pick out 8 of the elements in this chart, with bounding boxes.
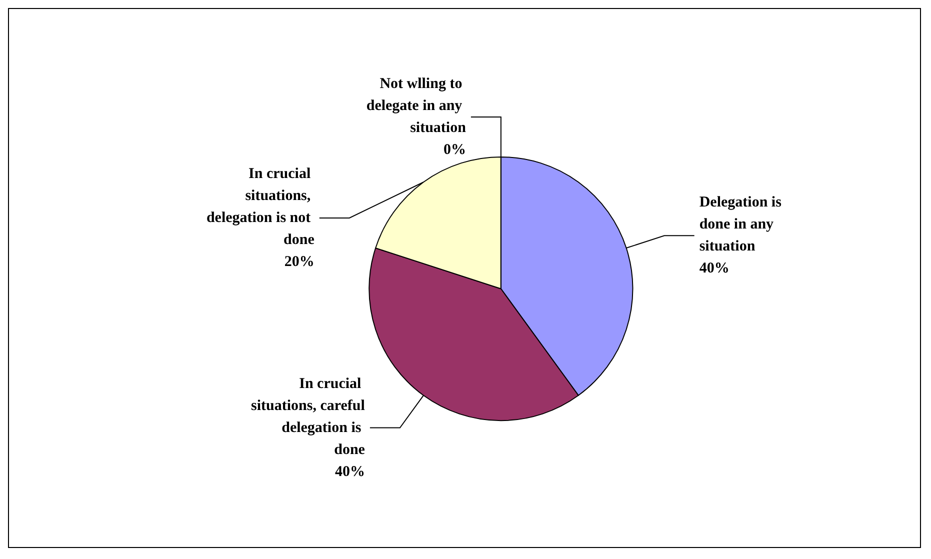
text: 0% xyxy=(443,142,466,158)
slice-label: In crucial situations, delegation is not done xyxy=(206,166,315,248)
slice-label: In crucial situations, careful delegation is done xyxy=(251,376,366,458)
slice-label: Delegation is done in any situation xyxy=(699,194,786,255)
category-label: Not wlling to delegate in any situation xyxy=(366,76,466,136)
data-label: 40% xyxy=(699,260,730,277)
data-label: 40% xyxy=(334,464,365,480)
data-label: 20% xyxy=(284,254,314,270)
